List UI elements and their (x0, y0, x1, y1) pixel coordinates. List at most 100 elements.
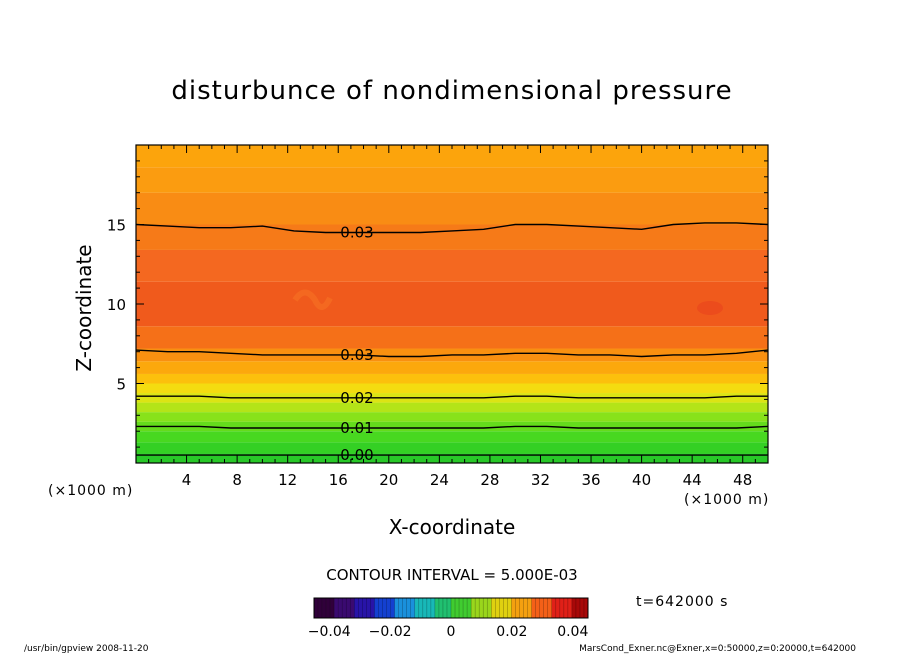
colorbar-swatch (539, 598, 544, 618)
x-tick-label: 16 (329, 471, 348, 489)
fill-band-14 (136, 224, 768, 250)
colorbar-swatch (322, 598, 327, 618)
fill-band-12 (136, 281, 768, 327)
colorbar-swatch (346, 598, 351, 618)
contour-label-0: 0.03 (340, 223, 373, 241)
colorbar-swatch (507, 598, 512, 618)
x-tick-label: 48 (733, 471, 752, 489)
x-axis-unit: (×1000 m) (684, 492, 770, 508)
x-axis-ticks: 4 8 12 16 20 24 28 32 36 40 44 48 (148, 145, 756, 489)
colorbar-swatch (402, 598, 407, 618)
colorbar-swatch (463, 598, 468, 618)
colorbar-frame (313, 597, 589, 619)
colorbar-swatch (459, 598, 464, 618)
colorbar-swatch (354, 598, 359, 618)
x-tick-label: 44 (683, 471, 702, 489)
colorbar-swatch (487, 598, 492, 618)
colorbar-swatch (350, 598, 355, 618)
colorbar-swatch (555, 598, 561, 618)
colorbar-swatch (455, 598, 460, 618)
colorbar-swatch (483, 598, 488, 618)
colorbar-swatch (491, 598, 496, 618)
x-tick-label: 32 (531, 471, 550, 489)
colorbar-swatch (326, 598, 331, 618)
colorbar-swatch (414, 598, 420, 618)
contour-label-2: 0.02 (340, 389, 373, 407)
y-axis-unit: (×1000 m) (48, 483, 134, 499)
x-axis-label: X-coordinate (388, 515, 516, 539)
colorbar-swatch (559, 598, 565, 618)
contour-label-3: 0.01 (340, 419, 373, 437)
colorbar-swatch (434, 598, 440, 618)
colorbar-swatch (471, 598, 476, 618)
y-tick-label: 10 (107, 296, 126, 314)
x-tick-label: 28 (480, 471, 499, 489)
contour-features (292, 289, 723, 315)
x-tick-label: 12 (278, 471, 297, 489)
fill-band-15 (136, 192, 768, 225)
footer-program-date: /usr/bin/gpview 2008-11-20 (24, 644, 149, 654)
colorbar-swatch (547, 598, 553, 618)
colorbar-tick-label: −0.04 (308, 624, 351, 640)
contour-label-1: 0.03 (340, 346, 373, 364)
colorbar-swatch (571, 598, 577, 618)
colorbar-swatch (567, 598, 573, 618)
fill-band-1 (136, 442, 768, 454)
fill-band-7 (136, 383, 768, 394)
colorbar-swatch (362, 598, 367, 618)
time-stamp: t=642000 s (636, 594, 729, 610)
x-tick-label: 24 (430, 471, 449, 489)
colorbar-swatch (338, 598, 343, 618)
contour-line-1 (136, 349, 768, 358)
fill-band-13 (136, 249, 768, 282)
colorbar-swatch (479, 598, 484, 618)
colorbar-swatch (398, 598, 403, 618)
fill-band-0 (136, 453, 768, 463)
colorbar-swatch (366, 598, 371, 618)
fill-band-9 (136, 361, 768, 374)
colorbar-swatch (438, 598, 444, 618)
x-tick-label: 8 (232, 471, 242, 489)
colorbar-swatch (527, 598, 532, 618)
contour-labels: 0.03 0.03 0.02 0.01 0.00 (340, 223, 373, 464)
x-tick-label: 36 (581, 471, 600, 489)
colorbar-swatch (342, 598, 347, 618)
colorbar-swatch (390, 598, 395, 618)
colorbar-swatch (543, 598, 549, 618)
x-tick-label: 40 (632, 471, 651, 489)
colorbar-swatch (314, 598, 319, 618)
colorbar-swatch (386, 598, 391, 618)
colorbar-swatch (511, 598, 516, 618)
colorbar-swatch (418, 598, 424, 618)
colorbar-swatch (410, 598, 416, 618)
colorbar-swatch (422, 598, 428, 618)
colorbar-swatch (378, 598, 383, 618)
contour-lines (136, 222, 768, 456)
colorbar-swatch (430, 598, 436, 618)
colorbar-swatch (563, 598, 569, 618)
contour-line-2 (136, 395, 768, 399)
colorbar-swatch (467, 598, 472, 618)
colorbar-tick-label: −0.02 (369, 624, 412, 640)
colorbar-swatch (535, 598, 540, 618)
colorbar-swatch (394, 598, 399, 618)
contour-line-3 (136, 425, 768, 429)
fill-band-2 (136, 431, 768, 443)
contour-label-4: 0.00 (340, 446, 373, 464)
y-axis-ticks: 5 10 15 (107, 160, 768, 448)
colorbar-swatch (451, 598, 456, 618)
colorbar-tick-label: 0.02 (496, 624, 527, 640)
colorbar-swatch (515, 598, 520, 618)
fill-band-17 (136, 145, 768, 168)
colorbar-swatch (583, 598, 589, 618)
fill-band-8 (136, 373, 768, 384)
colorbar-tick-label: 0 (447, 624, 456, 640)
contour-fills (136, 145, 768, 463)
x-tick-label: 20 (379, 471, 398, 489)
colorbar-swatch (334, 598, 339, 618)
colorbar-swatch (575, 598, 581, 618)
colorbar-swatch (358, 598, 363, 618)
fill-band-3 (136, 421, 768, 432)
colorbar-swatch (519, 598, 524, 618)
